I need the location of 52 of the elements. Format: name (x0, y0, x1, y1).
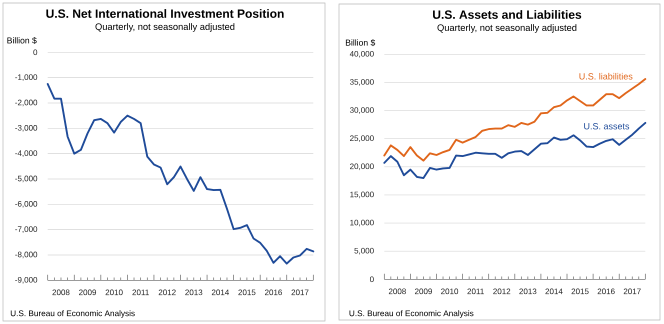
x-tick-label: 2016 (598, 288, 615, 294)
y-tick-label: 0 (33, 49, 38, 56)
text: U.S. Bureau of Economic Analysis (10, 310, 135, 318)
y-tick-label: 0 (370, 276, 374, 282)
x-tick-label: 2014 (212, 290, 230, 296)
line-series (46, 83, 314, 265)
chart-subtitle: Quarterly, not seasonally adjusted (95, 23, 234, 32)
x-tick-label: 2017 (292, 290, 309, 296)
y-tick-label: 5,000 (354, 248, 374, 254)
text: U.S. Bureau of Economic Analysis (350, 310, 474, 318)
x-tick-label: 2010 (106, 290, 123, 296)
y-tick-label: -6,000 (15, 201, 38, 208)
chart-subtitle: Quarterly, not seasonally adjusted (437, 24, 576, 33)
y-axis-title: Billion $ (346, 39, 376, 46)
x-tick-label: 2013 (519, 288, 536, 294)
x-tick-label: 2014 (545, 288, 563, 294)
x-tick-label: 2009 (79, 290, 96, 296)
y-tick-label: -3,000 (15, 125, 38, 132)
chart-title: U.S. Assets and Liabilities (433, 10, 582, 19)
y-tick-label: -9,000 (15, 276, 38, 284)
y-tick-label: 10,000 (350, 220, 374, 226)
x-tick-label: 2016 (264, 290, 282, 296)
y-tick-label: -5,000 (15, 176, 38, 182)
line-series (383, 78, 646, 162)
y-tick-label: -7,000 (15, 226, 38, 233)
x-tick-label: 2008 (388, 288, 406, 294)
chart-title: U.S. Net International Investment Position (46, 9, 284, 18)
x-tick-label: 2012 (493, 288, 510, 294)
y-tick-label: -4,000 (15, 150, 38, 157)
y-tick-label: -8,000 (15, 252, 38, 258)
y-tick-label: -2,000 (15, 100, 38, 106)
x-tick-label: 2015 (238, 290, 256, 296)
y-tick-label: 30,000 (350, 107, 374, 114)
x-tick-label: 2011 (467, 288, 484, 294)
y-tick-label: 40,000 (350, 50, 374, 58)
x-tick-label: 2010 (441, 288, 458, 294)
x-tick-label: 2015 (572, 288, 589, 294)
y-axis-title: Billion $ (7, 37, 37, 44)
x-tick-label: 2012 (158, 290, 176, 296)
line-series (383, 122, 646, 179)
series-label: U.S. assets (584, 123, 630, 130)
series-label: U.S. liabilities (579, 72, 632, 80)
x-tick-label: 2008 (52, 290, 70, 296)
y-tick-label: 25,000 (350, 135, 374, 142)
x-tick-label: 2009 (414, 288, 432, 294)
y-tick-label: -1,000 (15, 74, 38, 81)
y-tick-label: 35,000 (350, 79, 374, 86)
y-tick-label: 20,000 (350, 163, 374, 170)
y-tick-label: 15,000 (350, 192, 374, 198)
x-tick-label: 2013 (185, 290, 202, 296)
x-tick-label: 2017 (624, 288, 641, 294)
x-tick-label: 2011 (132, 290, 149, 296)
